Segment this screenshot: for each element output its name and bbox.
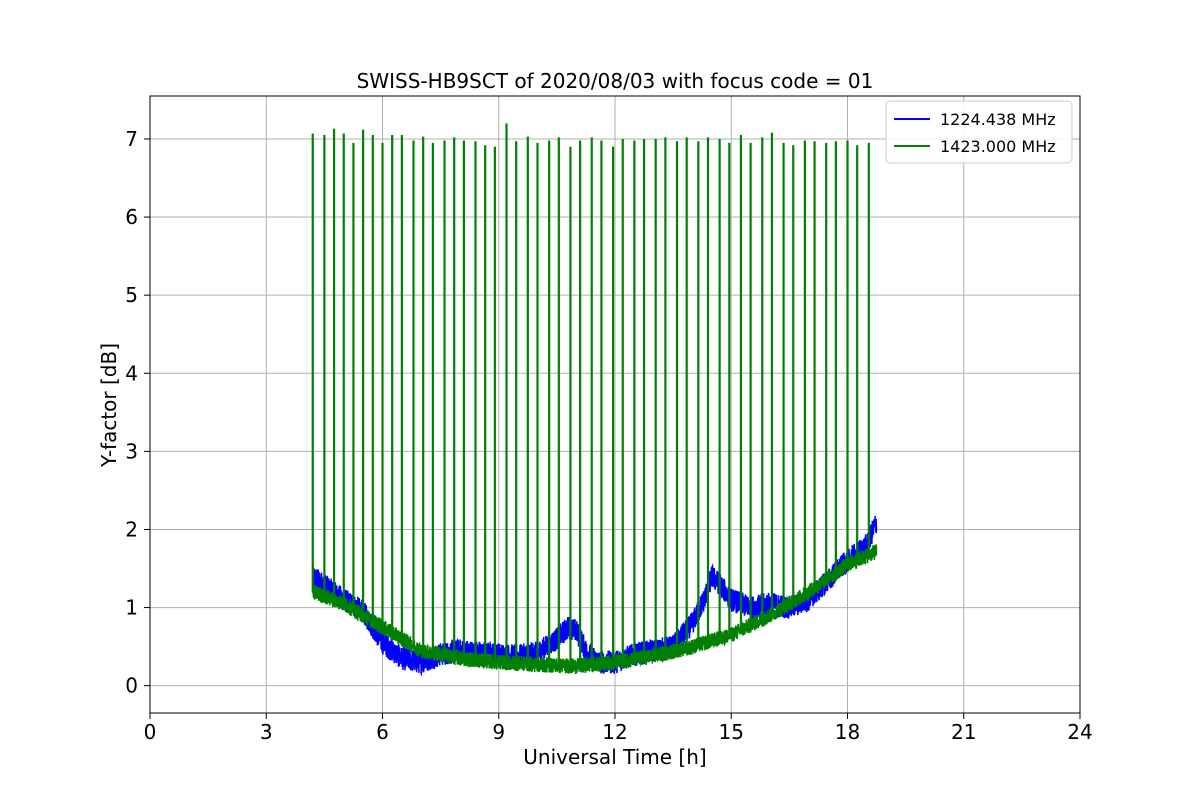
- y-tick-label: 1: [125, 596, 138, 620]
- legend-label-1423: 1423.000 MHz: [940, 137, 1056, 156]
- chart-title: SWISS-HB9SCT of 2020/08/03 with focus co…: [357, 69, 874, 93]
- y-tick-label: 2: [125, 517, 138, 541]
- x-axis-label: Universal Time [h]: [523, 745, 706, 769]
- y-tick-label: 0: [125, 674, 138, 698]
- y-tick-label: 7: [125, 127, 138, 151]
- x-tick-label: 0: [144, 720, 157, 744]
- x-tick-label: 18: [835, 720, 860, 744]
- y-tick-label: 4: [125, 361, 138, 385]
- x-tick-label: 24: [1067, 720, 1092, 744]
- y-tick-label: 3: [125, 439, 138, 463]
- x-tick-label: 6: [376, 720, 389, 744]
- x-tick-label: 15: [719, 720, 744, 744]
- x-tick-label: 3: [260, 720, 273, 744]
- x-tick-label: 21: [951, 720, 976, 744]
- x-tick-label: 9: [492, 720, 505, 744]
- legend: 1224.438 MHz 1423.000 MHz: [885, 100, 1073, 164]
- y-axis-label: Y-factor [dB]: [97, 343, 121, 468]
- plot-series: [311, 123, 878, 677]
- legend-box: [885, 100, 1073, 164]
- legend-label-1224: 1224.438 MHz: [940, 110, 1056, 129]
- x-tick-label: 12: [602, 720, 627, 744]
- series-line-1423: [312, 544, 878, 675]
- y-tick-label: 6: [125, 205, 138, 229]
- y-tick-label: 5: [125, 283, 138, 307]
